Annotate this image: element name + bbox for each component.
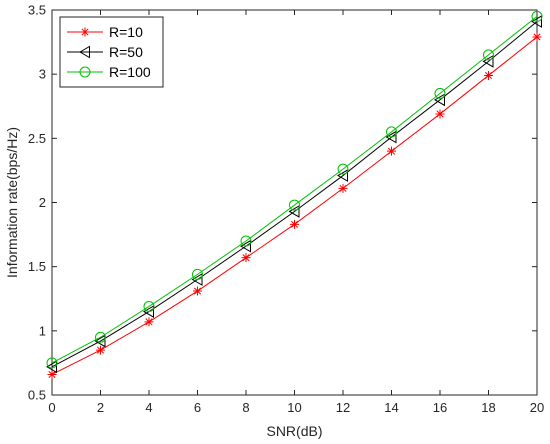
series-R=10 bbox=[47, 32, 542, 379]
legend-marker bbox=[79, 66, 91, 78]
x-tick-label: 6 bbox=[194, 400, 201, 415]
ticks: 0 2 4 6 8 10 12 14 16 18 20 0.5 1 1.5 2 2.5 3 3.5 bbox=[28, 3, 544, 416]
data-point bbox=[143, 300, 155, 312]
x-tick-label: 20 bbox=[530, 400, 544, 415]
legend-label: R=100 bbox=[109, 64, 151, 80]
x-tick-label: 0 bbox=[48, 400, 55, 415]
y-tick-label: 2.5 bbox=[28, 131, 46, 146]
data-point bbox=[385, 130, 397, 144]
series-line bbox=[51, 16, 538, 364]
data-point bbox=[387, 146, 396, 156]
data-point bbox=[240, 239, 251, 253]
x-tick-label: 8 bbox=[242, 400, 249, 415]
legend-entry: R=100 bbox=[67, 64, 151, 80]
x-tick-label: 4 bbox=[145, 400, 152, 415]
data-point bbox=[386, 126, 397, 138]
data-point bbox=[531, 15, 542, 28]
data-point bbox=[435, 109, 445, 119]
x-tick-label: 16 bbox=[433, 400, 447, 415]
data-point bbox=[96, 345, 105, 355]
data-point bbox=[289, 199, 300, 211]
y-tick-label: 0.5 bbox=[28, 388, 46, 403]
data-point bbox=[193, 286, 202, 296]
legend-label: R=10 bbox=[109, 24, 143, 40]
data-point bbox=[46, 360, 57, 374]
x-tick-label: 10 bbox=[287, 400, 301, 415]
y-tick-label: 2 bbox=[39, 195, 46, 210]
data-point bbox=[46, 357, 58, 369]
data-point bbox=[337, 169, 348, 182]
series-layer bbox=[46, 10, 543, 379]
data-point bbox=[144, 317, 154, 327]
data-point bbox=[94, 334, 106, 348]
data-point bbox=[288, 205, 300, 218]
data-point bbox=[143, 305, 154, 318]
data-point bbox=[191, 273, 203, 286]
legend: R=10 R=50 R=100 bbox=[59, 16, 164, 88]
data-point bbox=[531, 10, 543, 22]
y-tick-label: 1.5 bbox=[28, 259, 46, 274]
data-point bbox=[337, 163, 349, 175]
x-tick-label: 2 bbox=[97, 400, 104, 415]
y-tick-label: 3 bbox=[39, 67, 46, 82]
data-point bbox=[290, 219, 299, 229]
x-tick-label: 12 bbox=[336, 400, 350, 415]
series-line bbox=[51, 21, 538, 368]
legend-entry: R=10 bbox=[67, 24, 143, 40]
series-R=100 bbox=[46, 10, 543, 369]
x-tick-label: 14 bbox=[384, 400, 398, 415]
x-tick-label: 18 bbox=[481, 400, 495, 415]
data-point bbox=[241, 253, 251, 263]
y-tick-label: 3.5 bbox=[28, 3, 46, 18]
y-tick-label: 1 bbox=[39, 323, 46, 338]
data-point bbox=[484, 70, 493, 80]
legend-entry: R=50 bbox=[67, 44, 143, 60]
data-point bbox=[338, 183, 348, 193]
data-point bbox=[482, 54, 494, 68]
data-point bbox=[95, 331, 106, 343]
series-R=50 bbox=[46, 15, 542, 374]
data-point bbox=[47, 369, 57, 379]
legend-marker bbox=[80, 27, 90, 37]
data-point bbox=[532, 32, 542, 42]
data-point bbox=[483, 49, 494, 61]
data-point bbox=[434, 87, 446, 99]
legend-label: R=50 bbox=[109, 44, 143, 60]
x-axis-label: SNR(dB) bbox=[266, 423, 322, 439]
y-axis-label: Information rate(bps/Hz) bbox=[4, 127, 20, 278]
data-point bbox=[192, 268, 203, 280]
data-point bbox=[434, 93, 445, 107]
legend-marker bbox=[79, 45, 90, 59]
data-point bbox=[240, 235, 252, 247]
